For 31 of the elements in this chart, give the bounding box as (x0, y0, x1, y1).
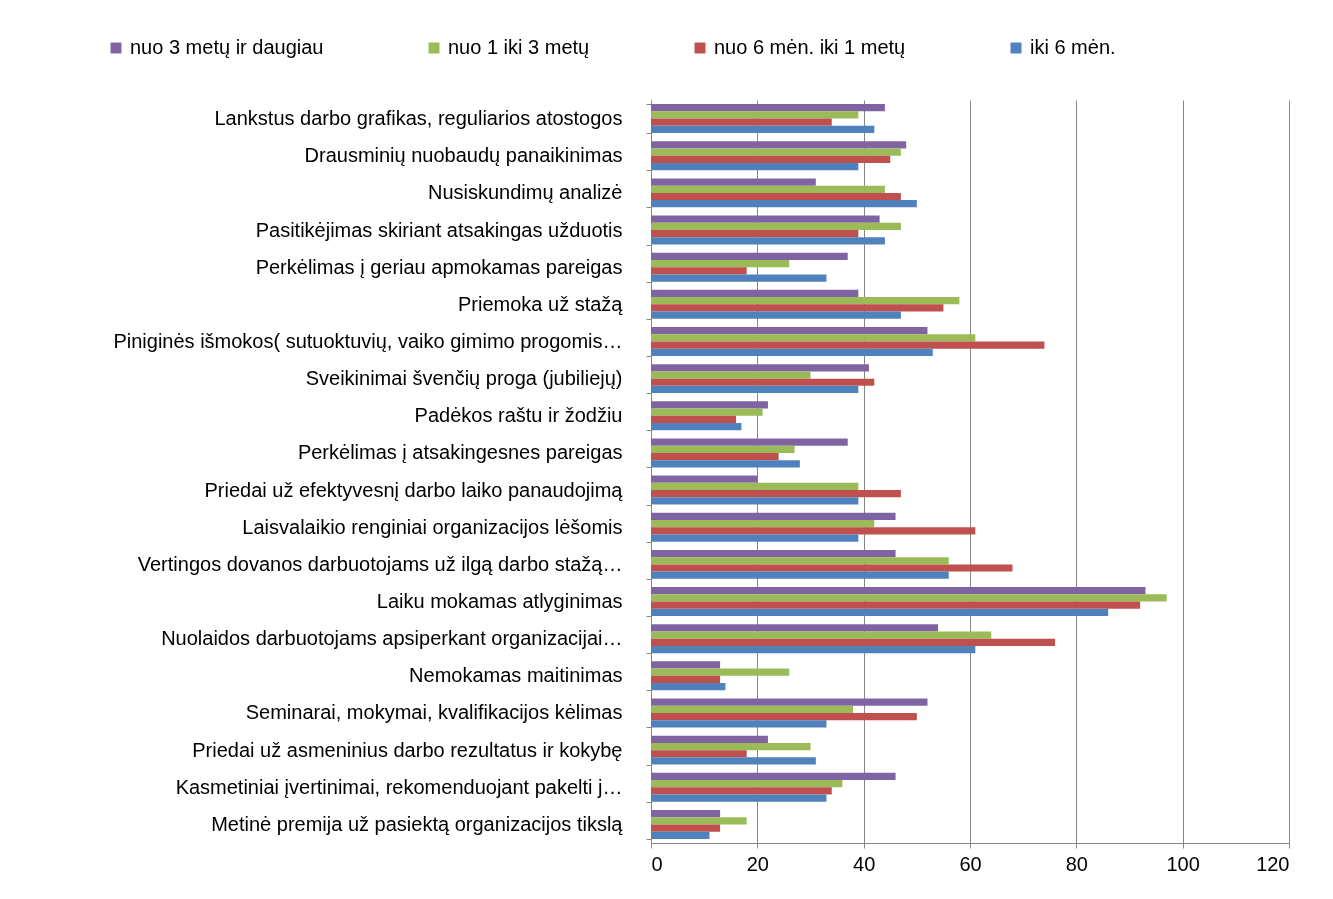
legend-label: nuo 3 metų ir daugiau (130, 36, 324, 58)
y-tick-label: Nusiskundimų analizė (427, 181, 623, 204)
y-tick-label: Nemokamas maitinimas (409, 664, 623, 687)
y-tick-label: Laisvalaikio renginiai organizacijos lėšomis (242, 515, 623, 538)
y-tick-label: Perkėlimas į atsakingesnes pareigas (297, 441, 623, 464)
y-tick-label: Drausminių nuobaudų panaikinimas (304, 144, 623, 167)
x-tick-label: 60 (959, 852, 982, 875)
y-tick-label: Pasitikėjimas skiriant atsakingas užduotis (255, 218, 623, 241)
y-tick-label: Lankstus darbo grafikas, reguliarios atostogos (214, 107, 623, 130)
y-tick-label: Vertingos dovanos darbuotojams už ilgą darbo stažą… (137, 552, 623, 575)
y-tick-label: Sveikinimai švenčių proga (jubiliejų) (305, 367, 623, 390)
x-tick-label: 40 (853, 852, 876, 875)
legend-label: nuo 1 iki 3 metų (448, 36, 590, 58)
y-tick-label: Perkėlimas į geriau apmokamas pareigas (255, 255, 623, 278)
y-tick-label: Priedai už efektyvesnį darbo laiko panaudojimą (204, 478, 624, 501)
x-tick-label: 0 (651, 852, 663, 875)
y-tick-label: Nuolaidos darbuotojams apsiperkant organizacijai… (161, 627, 623, 650)
y-tick-label: Seminarai, mokymai, kvalifikacijos kėlimas (245, 701, 623, 724)
y-tick-label: Laiku mokamas atlyginimas (376, 590, 623, 613)
legend-label: iki 6 mėn. (1030, 36, 1116, 58)
x-tick-label: 20 (746, 852, 769, 875)
y-tick-label: Kasmetiniai įvertinimai, rekomenduojant pakelti j… (175, 775, 623, 798)
legend-label: nuo 6 mėn. iki 1 metų (714, 36, 906, 58)
x-tick-label: 100 (1166, 852, 1200, 875)
y-tick-label: Padėkos raštu ir žodžiu (414, 404, 623, 427)
y-tick-label: Priemoka už stažą (457, 292, 624, 315)
y-tick-label: Priedai už asmeninius darbo rezultatus ir kokybę (192, 738, 623, 761)
y-tick-label: Piniginės išmokos( sutuoktuvių, vaiko gimimo progomis… (113, 329, 623, 352)
x-tick-label: 80 (1065, 852, 1088, 875)
y-tick-label: Metinė premija už pasiektą organizacijos tikslą (211, 812, 624, 835)
x-tick-label: 120 (1256, 852, 1290, 875)
